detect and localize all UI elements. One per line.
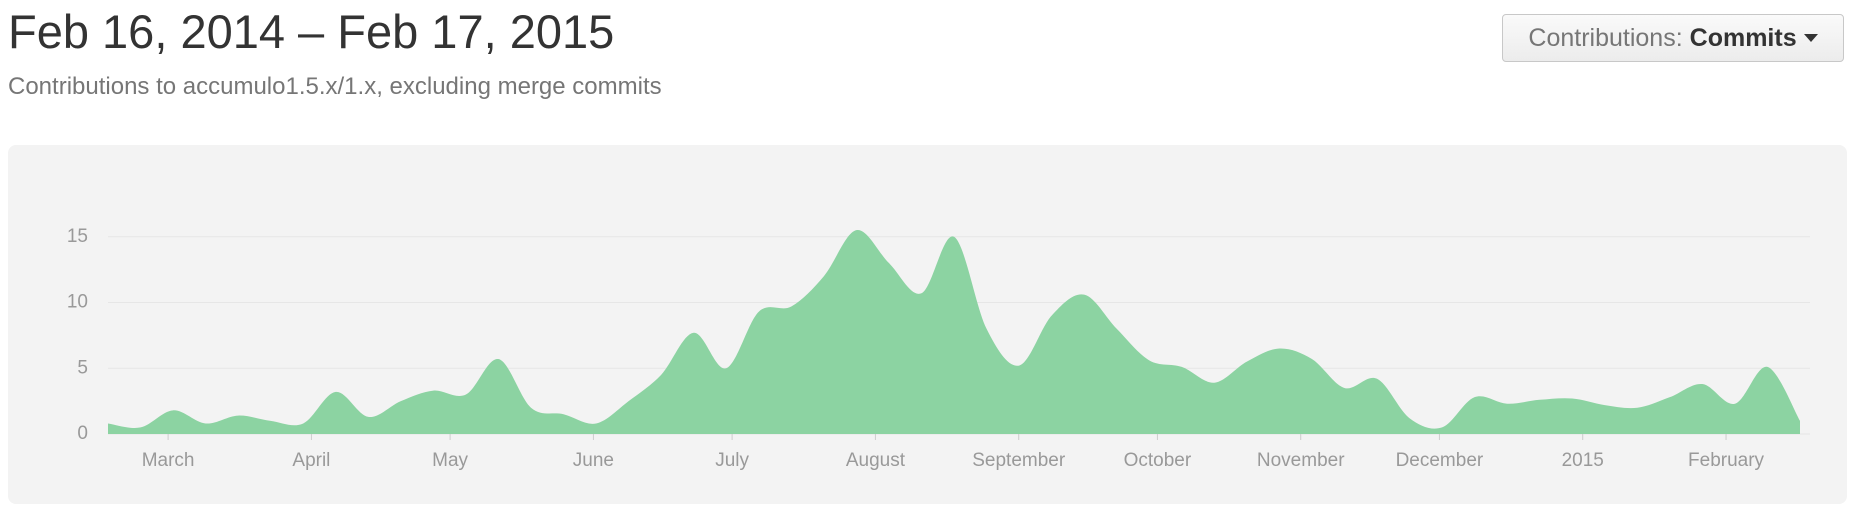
x-tick-label: December: [1396, 450, 1484, 471]
y-tick-label: 5: [77, 357, 88, 378]
dropdown-label: Contributions:: [1528, 23, 1683, 52]
x-tick-label: August: [846, 450, 906, 471]
y-tick-label: 10: [67, 292, 88, 313]
contributions-dropdown[interactable]: Contributions: Commits: [1502, 14, 1844, 62]
x-tick-label: March: [142, 450, 195, 471]
x-tick-label: November: [1257, 450, 1345, 471]
x-tick-label: May: [432, 450, 468, 471]
x-tick-label: October: [1124, 450, 1192, 471]
caret: [1803, 34, 1818, 42]
y-tick-label: 15: [67, 226, 88, 247]
area: [108, 230, 1800, 434]
dropdown-value: Commits: [1689, 23, 1797, 52]
x-tick-label: 2015: [1562, 450, 1604, 471]
y-tick-label: 0: [77, 423, 88, 444]
x-tick-label: June: [573, 450, 614, 471]
x-tick-label: July: [715, 450, 749, 471]
x-tick-label: February: [1688, 450, 1765, 471]
subtitle: Contributions to accumulo1.5.x/1.x, excl…: [8, 73, 662, 100]
title: Feb 16, 2014 – Feb 17, 2015: [8, 5, 615, 58]
x-tick-label: April: [292, 450, 330, 471]
x-tick-label: September: [972, 450, 1066, 471]
